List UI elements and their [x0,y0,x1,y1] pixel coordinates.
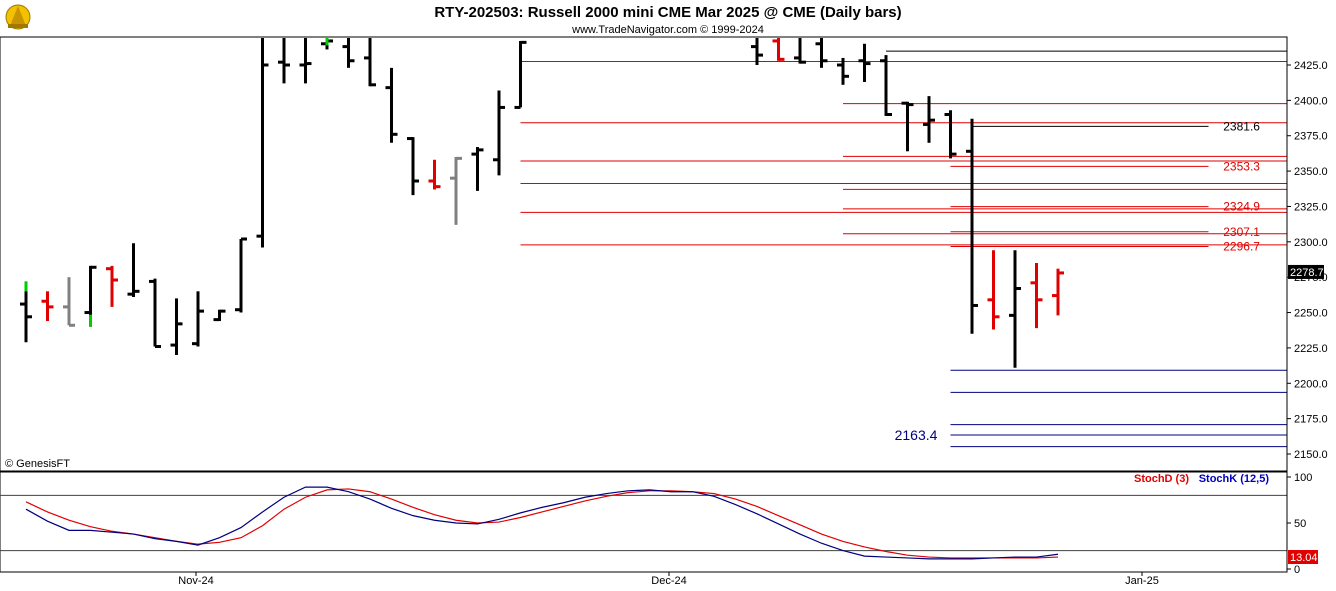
price-bar-21 [471,147,484,191]
price-bar-19 [428,159,441,190]
price-bar-6 [149,278,161,348]
price-tick-label-10: 2400.0 [1294,95,1328,107]
price-bar-11 [256,38,269,248]
time-tick-label-0: Nov-24 [178,575,213,587]
price-bar-10 [235,237,247,313]
stochastic-tick-label-1: 50 [1294,518,1306,530]
price-bar-7 [170,298,183,355]
price-bar-18 [407,137,419,196]
logo-icon [5,4,31,30]
level-label-7: 2353.3 [1223,159,1260,173]
stochastic-lines [25,486,1059,560]
stochastic-axis: 0 50 100 [1286,472,1312,576]
chart-title: RTY-202503: Russell 2000 mini CME Mar 20… [434,4,901,21]
price-bar-12 [278,38,290,84]
price-tick-label-11: 2425.0 [1294,60,1328,72]
stochastic-tick-label-2: 100 [1294,472,1312,484]
price-bar-47 [1030,263,1043,329]
price-bars [20,38,1064,368]
price-bar-36 [794,38,806,64]
legend-stochd: StochD (3) [1134,473,1189,485]
price-panel: 2434.82427.52397.72384.22381.62360.42357… [0,36,1288,472]
level-lines: 2434.82427.52397.72384.22381.62360.42357… [520,50,1287,448]
price-bar-9 [213,309,226,322]
level-label-20: 2163.4 [895,427,938,443]
price-bar-45 [987,250,1000,330]
price-bar-14 [321,38,333,50]
price-bar-15 [342,38,355,68]
time-tick-label-2: Jan-25 [1125,575,1159,587]
stochastic-series-0 [25,488,1059,559]
price-bar-37 [815,38,828,68]
price-bar-8 [192,291,204,347]
price-bar-22 [493,90,505,176]
stochastic-series-1 [25,486,1059,560]
price-tick-label-4: 2250.0 [1294,308,1328,320]
stochastic-last-tag: 13.04 [1288,550,1318,564]
chart-subtitle: www.TradeNavigator.com © 1999-2024 [571,24,764,36]
legend-stochk: StochK (12,5) [1199,473,1270,485]
last-price-tag: 2278.7 [1288,264,1324,279]
price-tick-label-8: 2350.0 [1294,166,1328,178]
last-price-value: 2278.7 [1290,267,1324,279]
price-bar-17 [385,67,398,143]
level-label-4: 2381.6 [1223,119,1260,133]
credit-label: © GenesisFT [5,458,70,470]
stochastic-last-value: 13.04 [1290,552,1318,564]
price-bar-4 [106,265,118,307]
level-label-10: 2324.9 [1223,200,1260,214]
price-bar-2 [63,277,75,327]
price-bar-41 [901,101,914,152]
price-tick-label-9: 2375.0 [1294,131,1328,143]
price-tick-label-2: 2200.0 [1294,378,1328,390]
stochastic-tick-label-0: 0 [1294,564,1300,576]
price-bar-42 [923,96,935,143]
price-tick-label-3: 2225.0 [1294,343,1328,355]
price-bar-46 [1009,250,1021,368]
price-bar-40 [880,55,892,117]
price-bar-44 [966,118,978,334]
price-axis: 2150.02175.02200.02225.02250.02275.02300… [1286,37,1336,471]
stochastic-reference-lines [0,494,1287,552]
price-bar-48 [1052,268,1064,316]
price-bar-1 [41,291,54,322]
price-bar-13 [299,38,312,84]
price-bar-16 [364,38,376,87]
time-tick-label-1: Dec-24 [651,575,686,587]
stochastic-panel: StochD (3) StochK (12,5) [0,471,1288,573]
price-bar-20 [450,156,462,225]
price-bar-23 [514,40,527,109]
price-bar-34 [751,38,763,65]
price-bar-38 [837,57,849,85]
price-tick-label-1: 2175.0 [1294,414,1328,426]
price-tick-label-7: 2325.0 [1294,201,1328,213]
price-tick-label-6: 2300.0 [1294,237,1328,249]
price-bar-0 [20,281,32,343]
price-tick-label-0: 2150.0 [1294,449,1328,461]
level-label-13: 2307.1 [1223,225,1260,239]
level-label-16: 2296.7 [1223,239,1260,253]
price-bar-3 [84,265,97,327]
time-axis: Nov-24 Dec-24 Jan-25 [0,571,1287,587]
price-bar-39 [858,43,871,82]
price-bar-35 [772,38,785,61]
price-bar-5 [127,243,140,297]
price-bar-43 [944,110,957,159]
